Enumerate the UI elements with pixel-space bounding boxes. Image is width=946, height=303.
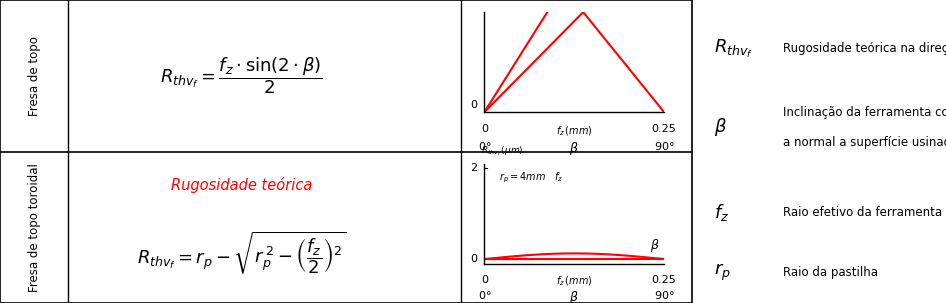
Text: $f_z\,(mm)$: $f_z\,(mm)$ [556, 275, 592, 288]
Text: a normal a superfície usinada: a normal a superfície usinada [783, 136, 946, 149]
Text: $r_p$: $r_p$ [714, 262, 730, 283]
Text: $\beta$: $\beta$ [569, 289, 579, 303]
Text: Fresa de topo: Fresa de topo [27, 36, 41, 116]
Text: Fresa de topo toroidal: Fresa de topo toroidal [27, 163, 41, 292]
Text: 2: 2 [470, 163, 477, 173]
Text: 0: 0 [481, 124, 488, 134]
Text: $\beta$: $\beta$ [569, 140, 579, 157]
Text: Rugosidade teórica na direção do avanço: Rugosidade teórica na direção do avanço [783, 42, 946, 55]
Text: 0: 0 [481, 275, 488, 285]
Text: $f_z\,(mm)$: $f_z\,(mm)$ [556, 124, 592, 138]
Text: Raio efetivo da ferramenta: Raio efetivo da ferramenta [783, 206, 942, 218]
Text: Raio da pastilha: Raio da pastilha [783, 266, 878, 279]
Text: 0: 0 [470, 100, 477, 110]
Text: 0.25: 0.25 [652, 275, 676, 285]
Text: $\beta$: $\beta$ [714, 116, 727, 138]
Text: $\beta$: $\beta$ [650, 237, 660, 254]
Text: 0.25: 0.25 [652, 124, 676, 134]
Text: $f_z$: $f_z$ [714, 201, 729, 223]
Text: 0: 0 [470, 254, 477, 264]
Text: $R_{thv_f} = r_p - \sqrt{r_p^{\,2} - \left(\dfrac{f_z}{2}\right)^2}$: $R_{thv_f} = r_p - \sqrt{r_p^{\,2} - \le… [137, 230, 346, 276]
Text: Inclinação da ferramenta com relação: Inclinação da ferramenta com relação [783, 106, 946, 118]
Text: $R_{thv_f}\,(\mu m)$: $R_{thv_f}\,(\mu m)$ [481, 145, 523, 158]
Text: $90°$: $90°$ [654, 140, 674, 152]
Text: $R_{thv_f} = \dfrac{f_z \cdot \sin(2 \cdot \beta)}{2}$: $R_{thv_f} = \dfrac{f_z \cdot \sin(2 \cd… [160, 55, 323, 96]
Text: $90°$: $90°$ [654, 289, 674, 301]
Text: $r_p = 4mm \quad f_z$: $r_p = 4mm \quad f_z$ [499, 171, 563, 185]
Text: $0°$: $0°$ [478, 289, 491, 301]
Text: Rugosidade teórica: Rugosidade teórica [170, 177, 312, 193]
Text: $R_{thv_f}$: $R_{thv_f}$ [714, 38, 753, 59]
Text: $0°$: $0°$ [478, 140, 491, 152]
